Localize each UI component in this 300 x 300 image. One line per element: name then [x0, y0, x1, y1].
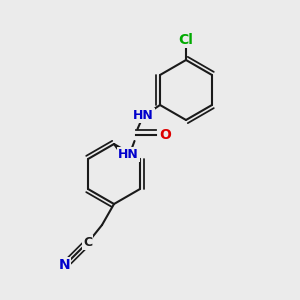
Text: Cl: Cl	[178, 33, 194, 47]
Text: C: C	[83, 236, 92, 249]
Text: O: O	[159, 128, 171, 142]
Text: HN: HN	[118, 148, 139, 161]
Text: N: N	[59, 258, 70, 272]
Text: HN: HN	[133, 109, 154, 122]
